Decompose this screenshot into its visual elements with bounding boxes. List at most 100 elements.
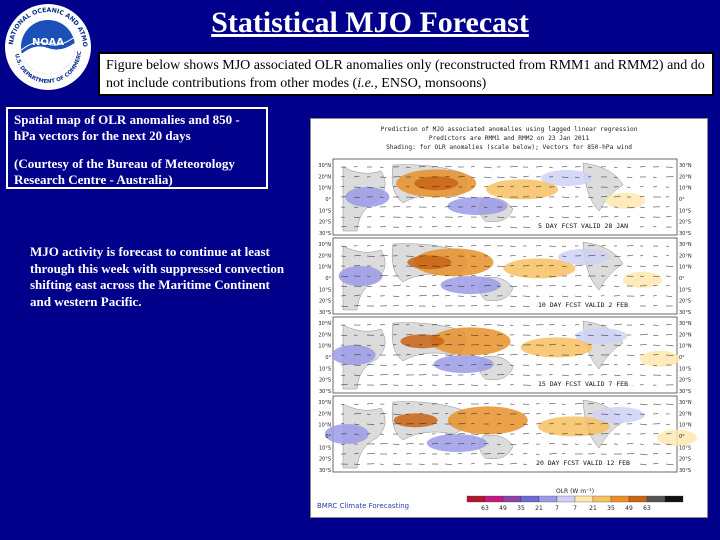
- lat-label: 30°N: [679, 321, 692, 327]
- colorbar-tick: 7: [555, 505, 559, 512]
- lat-label: 30°N: [679, 163, 692, 169]
- lat-label: 30°N: [679, 242, 692, 248]
- lat-label: 0°: [679, 434, 685, 440]
- lat-label: 10°N: [318, 344, 331, 350]
- olr-anomaly: [426, 434, 487, 453]
- map-header-line2: Predictors are RMM1 and RMM2 on 23 Jan 2…: [429, 135, 589, 142]
- colorbar-tick: 7: [573, 505, 577, 512]
- olr-anomaly: [605, 192, 646, 209]
- lat-label: 10°S: [319, 287, 331, 293]
- map-description-box: Spatial map of OLR anomalies and 850 -hP…: [6, 107, 268, 189]
- lat-label: 30°S: [679, 468, 691, 474]
- olr-anomaly: [540, 170, 593, 186]
- colorbar-swatch: [538, 495, 558, 503]
- lat-label: 30°S: [319, 468, 331, 474]
- olr-anomaly: [575, 328, 628, 344]
- lat-label: 20°S: [319, 220, 331, 226]
- olr-anomaly: [324, 424, 369, 444]
- lat-label: 30°S: [679, 310, 691, 316]
- olr-anomaly: [393, 413, 438, 428]
- map-credit: BMRC Climate Forecasting: [317, 502, 409, 510]
- page-title: Statistical MJO Forecast: [211, 6, 529, 39]
- lat-label: 30°N: [679, 400, 692, 406]
- panel-label: 15 DAY FCST VALID 7 FEB: [538, 380, 628, 388]
- olr-anomaly: [622, 271, 663, 288]
- colorbar-swatch: [592, 495, 612, 503]
- lat-label: 20°N: [318, 174, 331, 180]
- olr-anomaly: [430, 327, 511, 356]
- olr-anomaly: [592, 407, 645, 423]
- colorbar-swatch: [574, 495, 594, 503]
- olr-anomaly: [407, 255, 452, 270]
- lat-label: 20°N: [679, 411, 692, 417]
- lat-label: 20°N: [679, 332, 692, 338]
- courtesy-note: (Courtesy of the Bureau of Meteorology R…: [14, 156, 235, 187]
- olr-anomaly: [400, 334, 445, 349]
- lat-label: 20°N: [318, 332, 331, 338]
- lat-label: 30°N: [318, 242, 331, 248]
- olr-anomaly: [447, 197, 508, 216]
- olr-anomaly: [440, 276, 501, 295]
- lat-label: 20°N: [318, 411, 331, 417]
- panel-label: 10 DAY FCST VALID 2 FEB: [538, 301, 628, 309]
- figure-description: Figure below shows MJO associated OLR an…: [98, 52, 714, 96]
- colorbar-label: OLR (W m⁻²): [556, 488, 594, 495]
- figure-note-text: Figure below shows MJO associated OLR an…: [106, 58, 705, 91]
- map-description: Spatial map of OLR anomalies and 850 -hP…: [14, 112, 240, 143]
- map-header-line3: Shading: for OLR anomalies (scale below)…: [386, 144, 632, 151]
- colorbar-tick: 35: [607, 505, 615, 512]
- olr-anomaly: [558, 249, 611, 265]
- lat-label: 30°S: [319, 389, 331, 395]
- lat-label: 30°N: [318, 321, 331, 327]
- lat-label: 10°S: [319, 445, 331, 451]
- panel-label: 20 DAY FCST VALID 12 FEB: [536, 459, 630, 467]
- lat-label: 30°S: [319, 310, 331, 316]
- colorbar-tick: 63: [481, 505, 489, 512]
- lat-label: 10°N: [679, 423, 692, 429]
- lat-label: 30°S: [679, 389, 691, 395]
- colorbar-tick: 21: [535, 505, 543, 512]
- olr-anomaly: [520, 337, 593, 358]
- olr-anomaly: [433, 355, 494, 374]
- noaa-logo: NATIONAL OCEANIC AND ATMOSPHERIC ADMINIS…: [3, 2, 91, 90]
- lat-label: 0°: [325, 434, 331, 440]
- lat-label: 30°S: [679, 231, 691, 237]
- colorbar-swatch: [646, 495, 666, 503]
- lat-label: 0°: [325, 276, 331, 282]
- lat-label: 10°S: [319, 366, 331, 372]
- lat-label: 10°S: [679, 287, 691, 293]
- forecast-summary: MJO activity is forecast to continue at …: [30, 244, 285, 309]
- olr-anomaly: [503, 258, 576, 279]
- lat-label: 20°N: [318, 253, 331, 259]
- forecast-panel-4: 20 DAY FCST VALID 12 FEB 30°N 30°N 20°N 20°N…: [318, 395, 697, 474]
- colorbar-swatch: [520, 495, 540, 503]
- olr-anomaly: [639, 350, 680, 367]
- colorbar-tick: 49: [625, 505, 633, 512]
- olr-anomaly: [331, 345, 376, 365]
- colorbar-swatch: [484, 495, 504, 503]
- colorbar-swatch: [610, 495, 630, 503]
- olr-anomaly: [657, 429, 697, 446]
- olr-anomaly: [338, 266, 383, 286]
- map-header-line1: Prediction of MJO associated anomalies u…: [380, 126, 637, 133]
- forecast-panel-3: 15 DAY FCST VALID 7 FEB 30°N 30°N 20°N 20°N 1…: [318, 316, 692, 395]
- lat-label: 10°S: [679, 366, 691, 372]
- lat-label: 10°N: [679, 186, 692, 192]
- lat-label: 10°N: [679, 344, 692, 350]
- lat-label: 0°: [679, 355, 685, 361]
- colorbar-swatch: [556, 495, 576, 503]
- lat-label: 20°S: [679, 299, 691, 305]
- forecast-panel-1: 5 DAY FCST VALID 28 JAN 30°N 30°N 20°N 20°N 1…: [318, 158, 692, 237]
- logo-noaa-text: NOAA: [32, 37, 64, 48]
- lat-label: 10°N: [318, 423, 331, 429]
- olr-anomaly: [447, 406, 528, 435]
- olr-anomaly: [537, 416, 610, 437]
- lat-label: 20°S: [679, 378, 691, 384]
- olr-anomaly: [486, 179, 559, 200]
- figure-note-text-end: , ENSO, monsoons): [374, 76, 487, 91]
- colorbar-tick: 21: [589, 505, 597, 512]
- lat-label: 20°N: [679, 253, 692, 259]
- lat-label: 30°S: [319, 231, 331, 237]
- colorbar-swatch: [628, 495, 648, 503]
- colorbar-swatch: [466, 495, 486, 503]
